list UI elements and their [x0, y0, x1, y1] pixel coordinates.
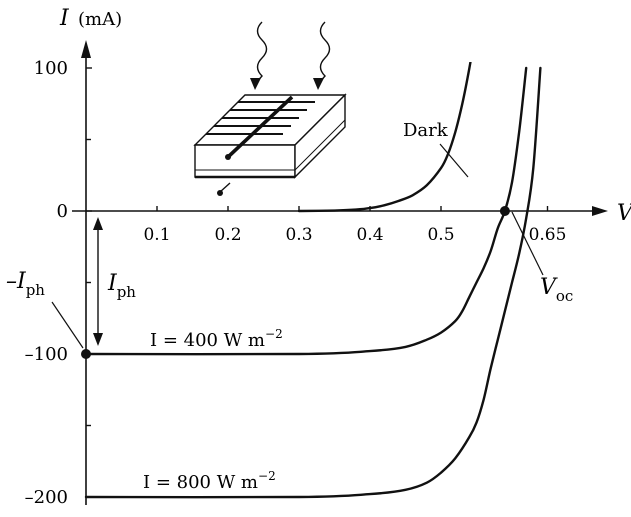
neg-iph-label: –Iph [6, 269, 45, 299]
voc-label-sub: oc [556, 287, 573, 305]
voc-label-main: V [540, 275, 558, 300]
voc-pointer [511, 211, 544, 276]
curves [84, 62, 542, 499]
dark-pointer [439, 143, 469, 178]
y-axis-unit: (mA) [78, 9, 122, 30]
y-ticks: 100 0 –100 –200 [25, 58, 92, 508]
neg-iph-point [81, 349, 91, 359]
neg-iph-label-sub: ph [26, 281, 46, 299]
irradiance-400-sup: −2 [265, 327, 283, 341]
irradiance-400-label: I = 400 W m−2 [150, 327, 283, 351]
x-tick-label: 0.3 [285, 225, 312, 245]
y-tick-label: 100 [34, 58, 68, 79]
iph-label-sub: ph [117, 283, 137, 301]
voc-point [499, 206, 510, 216]
x-axis-label: V [617, 201, 631, 226]
x-tick-label: 0.65 [529, 225, 567, 245]
y-axis-label: I [59, 6, 70, 31]
irradiance-800-main: I = 800 W m [143, 472, 258, 493]
neg-iph-label-main: –I [6, 269, 27, 294]
irradiance-400-main: I = 400 W m [150, 330, 265, 351]
iph-label: Iph [107, 271, 136, 301]
irradiance-800-label: I = 800 W m−2 [143, 469, 276, 493]
y-tick-label: 0 [57, 201, 68, 222]
y-axis-arrow [81, 40, 91, 58]
x-tick-label: 0.1 [143, 225, 170, 245]
neg-iph-pointer [51, 301, 84, 349]
y-tick-label: –200 [25, 487, 68, 508]
iph-label-main: I [107, 271, 118, 296]
markers [81, 206, 510, 359]
iph-arrow [93, 217, 103, 346]
irradiance-800-sup: −2 [258, 469, 276, 483]
x-tick-label: 0.2 [214, 225, 241, 245]
dark-label: Dark [403, 120, 449, 141]
x-axis-arrow [592, 206, 608, 216]
voc-label: Voc [540, 275, 573, 305]
irradiance-400-curve [84, 66, 528, 356]
x-tick-label: 0.5 [427, 225, 454, 245]
dark-curve [297, 62, 472, 213]
x-tick-label: 0.4 [356, 225, 383, 245]
irradiance-800-curve [84, 66, 542, 499]
y-tick-label: –100 [25, 344, 68, 365]
solar-cell-icon [193, 21, 347, 196]
